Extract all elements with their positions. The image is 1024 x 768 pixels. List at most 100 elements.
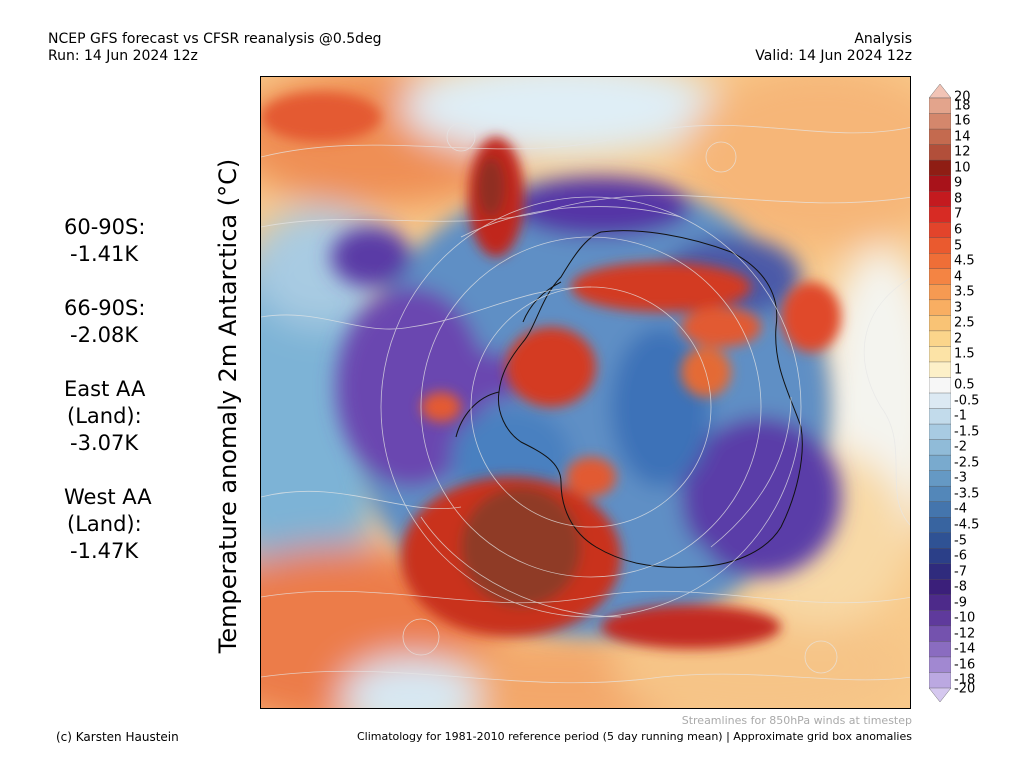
colorbar-swatch [929,501,951,518]
colorbar-swatch [929,423,951,441]
colorbar-tick-label: -0.5 [954,393,980,409]
colorbar-swatch [929,377,951,394]
colorbar-tick-label: -3 [954,470,967,486]
stat-east-aa: East AA (Land): -3.07K [64,376,152,457]
regional-stats: 60-90S: -1.41K 66-90S: -2.08K East AA (L… [64,214,152,592]
colorbar-swatch [929,175,951,192]
colorbar-swatch [929,128,951,146]
colorbar-tick-label: -8 [954,579,967,595]
colorbar-swatch [929,222,951,239]
colorbar-tick-label: 14 [954,129,971,145]
colorbar-tick-label: 3.5 [954,284,975,300]
climatology-note: Climatology for 1981-2010 reference peri… [356,730,912,743]
stat-label: West AA [64,485,152,509]
colorbar-swatch [929,687,951,702]
stat-sublabel: (Land): [67,512,142,536]
colorbar-swatch [929,485,951,503]
colorbar-tick-label: -14 [954,641,976,657]
colorbar-tick-label: -4 [954,501,967,517]
colorbar-swatch [929,84,951,99]
colorbar-tick-label: -1.5 [954,424,980,440]
colorbar-swatch [929,656,951,674]
colorbar-tick-label: 18 [954,98,971,114]
colorbar-tick-label: 0.5 [954,377,975,393]
colorbar-tick-label: 1 [954,362,963,378]
colorbar-swatch [929,517,951,534]
stat-value: -1.41K [70,242,139,266]
colorbar-tick-label: 4 [954,269,963,285]
colorbar-swatch [929,97,951,115]
title-line: NCEP GFS forecast vs CFSR reanalysis @0.… [48,31,382,47]
streamlines [261,122,910,684]
colorbar-tick-label: -16 [954,657,976,673]
colorbar-tick-label: -5 [954,533,967,548]
colorbar-swatch [929,392,951,410]
colorbar-tick-label: -18 [954,672,976,688]
colorbar-swatch [929,159,951,177]
colorbar-swatch [929,594,951,612]
analysis-label: Analysis [854,31,912,47]
colorbar-tick-label: 12 [954,144,971,160]
anomaly-map [260,76,911,709]
colorbar-tick-label: 5 [954,238,963,253]
colorbar-swatch [929,315,951,332]
stat-value: -1.47K [70,539,139,563]
colorbar-swatch [929,346,951,363]
colorbar-swatch [929,299,951,317]
colorbar-tick-label: -2.5 [954,455,980,471]
colorbar-swatch [929,439,951,456]
colorbar-swatch [929,113,951,130]
streamlines-note: Streamlines for 850hPa winds at timestep [681,714,912,727]
colorbar-tick-label: -4.5 [954,517,980,533]
colorbar-swatch [929,190,951,208]
colorbar-swatch [929,470,951,487]
colorbar-swatch [929,625,951,643]
colorbar-tick-label: 1.5 [954,346,975,362]
colorbar-swatch [929,253,951,270]
run-line: Run: 14 Jun 2024 12z [48,48,198,64]
stat-sublabel: (Land): [67,404,142,428]
map-canvas [261,77,910,708]
colorbar [929,84,951,702]
polar-vortex-field [331,177,841,637]
axis-label: Temperature anomaly 2m Antarctica (°C) [214,158,242,654]
colorbar-tick-label: 7 [954,206,963,222]
colorbar-tick-label: 20 [954,89,971,105]
colorbar-swatch [929,361,951,379]
stat-label: 60-90S: [64,215,146,239]
colorbar-tick-label: -7 [954,564,967,580]
colorbar-swatch [929,284,951,301]
credit: (c) Karsten Haustein [56,730,179,744]
title-block: NCEP GFS forecast vs CFSR reanalysis @0.… [48,31,382,65]
valid-line: Valid: 14 Jun 2024 12z [755,48,912,64]
colorbar-tick-label: 3 [954,300,963,316]
colorbar-swatch [929,548,951,565]
colorbar-swatch [929,237,951,254]
colorbar-tick-label: 10 [954,160,971,176]
valid-block: Analysis Valid: 14 Jun 2024 12z [755,31,912,65]
colorbar-tick-label: -6 [954,548,967,564]
colorbar-swatch [929,563,951,581]
colorbar-tick-label: 8 [954,191,963,207]
colorbar-swatch [929,610,951,627]
colorbar-tick-label: -20 [954,681,976,697]
colorbar-tick-label: 2 [954,331,963,347]
colorbar-swatch [929,268,951,286]
colorbar-tick-label: -3.5 [954,486,980,502]
colorbar-tick-label: -10 [954,610,976,626]
colorbar-tick-label: -9 [954,595,967,611]
colorbar-swatch [929,144,951,161]
stat-label: 66-90S: [64,296,146,320]
colorbar-tick-label: 2.5 [954,315,975,331]
stat-60-90s: 60-90S: -1.41K [64,214,152,268]
stat-label: East AA [64,377,146,401]
colorbar-swatch [929,579,951,596]
colorbar-swatch [929,672,951,689]
colorbar-tick-label: 16 [954,113,971,129]
warm-anomaly-tongues [261,92,841,649]
colorbar-tick-label: 4.5 [954,253,975,269]
colorbar-swatch [929,454,951,472]
colorbar-tick-label: 6 [954,222,963,238]
colorbar-swatch [929,330,951,348]
colorbar-tick-label: 9 [954,175,963,191]
